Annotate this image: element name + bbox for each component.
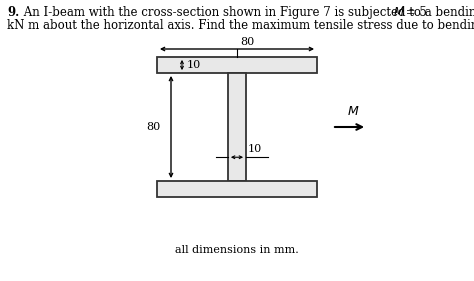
Text: $M$: $M$: [393, 6, 405, 19]
Text: 10: 10: [187, 60, 201, 70]
Text: An I-beam with the cross-section shown in Figure 7 is subjected to a bending mom: An I-beam with the cross-section shown i…: [20, 6, 474, 19]
Text: 10: 10: [248, 144, 262, 154]
Text: = 5: = 5: [402, 6, 427, 19]
Bar: [157, 181, 317, 197]
Text: 80: 80: [240, 37, 254, 47]
Bar: [157, 57, 317, 73]
Bar: [228, 73, 246, 181]
Text: all dimensions in mm.: all dimensions in mm.: [175, 245, 299, 255]
Text: $M$: $M$: [347, 105, 360, 118]
Text: kN m about the horizontal axis. Find the maximum tensile stress due to bending.: kN m about the horizontal axis. Find the…: [7, 19, 474, 32]
Text: 9.: 9.: [7, 6, 19, 19]
Text: 80: 80: [147, 122, 161, 132]
